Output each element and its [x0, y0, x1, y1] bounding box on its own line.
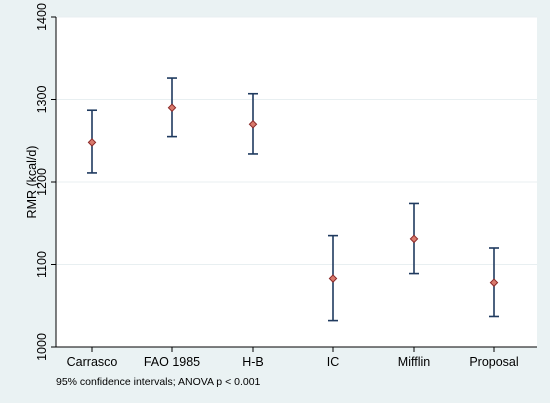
x-tick-label-fao-1985: FAO 1985: [144, 355, 200, 369]
mean-marker-ic: [328, 274, 338, 283]
x-tick-label-mifflin: Mifflin: [398, 355, 430, 369]
mean-marker-proposal: [489, 278, 499, 287]
error-bar-marks: [87, 77, 499, 322]
chart-note: 95% confidence intervals; ANOVA p < 0.00…: [56, 376, 261, 388]
x-axis-ticks: Carrasco FAO 1985 H-B IC Mifflin Proposal: [67, 347, 519, 369]
x-tick-label-ic: IC: [327, 355, 340, 369]
x-tick-label-proposal: Proposal: [469, 355, 518, 369]
mean-marker-h-b: [248, 119, 258, 129]
x-tick-label-carrasco: Carrasco: [67, 355, 118, 369]
y-tick-label-1200: 1200: [35, 168, 49, 196]
y-tick-label-1000: 1000: [35, 333, 49, 361]
y-tick-label-1300: 1300: [35, 86, 49, 114]
y-axis-ticks: 1000 1100 1200 1300 1400: [35, 3, 56, 361]
y-tick-label-1400: 1400: [35, 3, 49, 31]
y-axis-title: RMR (kcal/d): [25, 146, 39, 219]
x-tick-label-h-b: H-B: [242, 355, 264, 369]
mean-marker-fao-1985: [167, 103, 177, 113]
mean-marker-mifflin: [409, 234, 419, 244]
y-tick-label-1100: 1100: [35, 251, 49, 278]
mean-marker-carrasco: [87, 138, 97, 147]
